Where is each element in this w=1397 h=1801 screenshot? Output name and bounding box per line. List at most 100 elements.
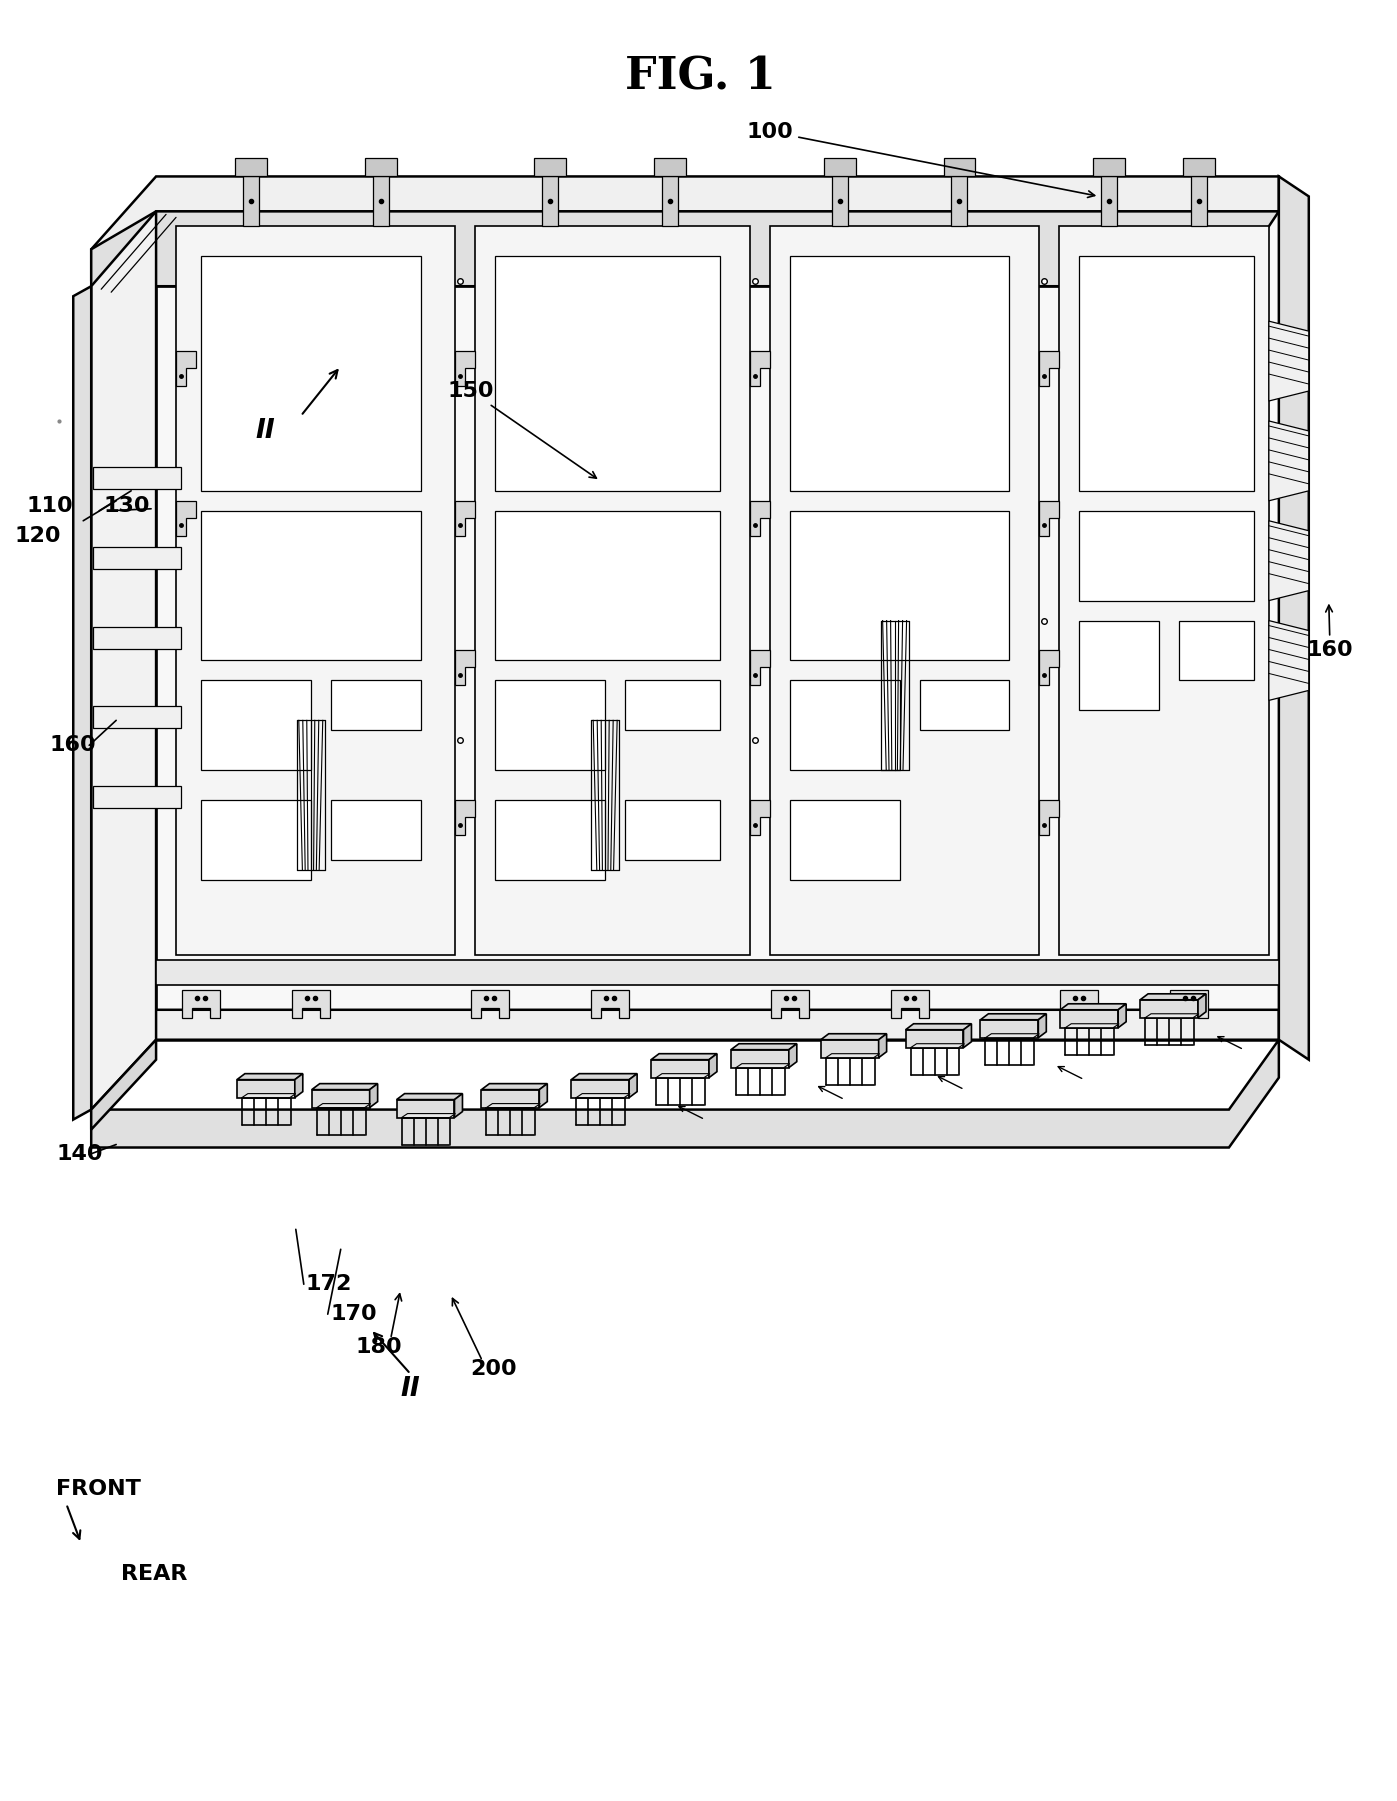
Polygon shape (629, 1073, 637, 1097)
Polygon shape (789, 256, 1010, 492)
Polygon shape (156, 211, 1278, 1039)
Polygon shape (964, 1023, 971, 1048)
Polygon shape (731, 1050, 789, 1068)
Polygon shape (91, 1039, 1278, 1147)
Polygon shape (1278, 176, 1309, 1059)
Polygon shape (1268, 321, 1309, 402)
Polygon shape (657, 1073, 710, 1077)
Polygon shape (789, 800, 900, 881)
Polygon shape (750, 501, 770, 535)
Polygon shape (789, 681, 900, 771)
Polygon shape (789, 1045, 796, 1068)
Polygon shape (654, 158, 686, 176)
Polygon shape (981, 1019, 1038, 1037)
Polygon shape (1080, 511, 1255, 600)
Polygon shape (482, 1084, 548, 1090)
Polygon shape (471, 991, 510, 1018)
Polygon shape (1066, 1023, 1119, 1028)
Polygon shape (401, 1113, 455, 1118)
Text: 120: 120 (15, 526, 61, 546)
Polygon shape (292, 991, 330, 1018)
Polygon shape (482, 1090, 539, 1108)
Polygon shape (1094, 158, 1125, 176)
Polygon shape (94, 787, 182, 809)
Text: II: II (401, 1376, 420, 1401)
Polygon shape (182, 991, 219, 1018)
Text: 150: 150 (447, 382, 597, 479)
Polygon shape (905, 1030, 964, 1048)
Polygon shape (736, 1064, 789, 1068)
Polygon shape (486, 1104, 541, 1108)
Polygon shape (365, 158, 397, 176)
Polygon shape (176, 227, 455, 955)
Polygon shape (750, 650, 770, 686)
Polygon shape (911, 1045, 964, 1048)
Polygon shape (879, 1034, 887, 1057)
Polygon shape (1060, 1003, 1126, 1010)
Text: 160: 160 (49, 735, 96, 755)
Polygon shape (370, 1084, 377, 1108)
Polygon shape (831, 176, 848, 227)
Polygon shape (454, 1093, 462, 1118)
Polygon shape (1080, 621, 1160, 710)
Polygon shape (201, 800, 310, 881)
Polygon shape (295, 1073, 303, 1097)
Polygon shape (91, 176, 1278, 281)
Polygon shape (1038, 1014, 1046, 1037)
Text: FIG. 1: FIG. 1 (624, 56, 775, 97)
Polygon shape (731, 1045, 796, 1050)
Polygon shape (1140, 1000, 1199, 1018)
Polygon shape (750, 351, 770, 385)
Polygon shape (91, 1039, 156, 1129)
Polygon shape (373, 176, 388, 227)
Polygon shape (94, 706, 182, 728)
Polygon shape (317, 1104, 370, 1108)
Polygon shape (1118, 1003, 1126, 1028)
Text: FRONT: FRONT (56, 1479, 141, 1498)
Polygon shape (951, 176, 968, 227)
Polygon shape (1080, 256, 1255, 492)
Polygon shape (455, 800, 475, 836)
Polygon shape (1039, 351, 1059, 385)
Text: 170: 170 (331, 1304, 377, 1324)
Polygon shape (826, 1054, 880, 1057)
Polygon shape (905, 1023, 971, 1030)
Polygon shape (1268, 520, 1309, 600)
Polygon shape (235, 158, 267, 176)
Polygon shape (91, 211, 1278, 286)
Polygon shape (571, 1073, 637, 1079)
Polygon shape (91, 1010, 1278, 1109)
Polygon shape (985, 1034, 1039, 1037)
Polygon shape (496, 800, 605, 881)
Polygon shape (94, 548, 182, 569)
Text: 160: 160 (1306, 605, 1354, 661)
Polygon shape (591, 991, 629, 1018)
Polygon shape (1183, 158, 1215, 176)
Polygon shape (891, 991, 929, 1018)
Polygon shape (1039, 800, 1059, 836)
Polygon shape (1101, 176, 1118, 227)
Polygon shape (496, 256, 719, 492)
Polygon shape (1059, 227, 1268, 955)
Polygon shape (243, 176, 258, 227)
Polygon shape (201, 511, 420, 661)
Polygon shape (201, 256, 420, 492)
Polygon shape (1199, 994, 1206, 1018)
Text: II: II (256, 418, 275, 443)
Text: 110: 110 (27, 495, 73, 515)
Polygon shape (624, 800, 719, 861)
Polygon shape (943, 158, 975, 176)
Polygon shape (710, 1054, 717, 1077)
Polygon shape (397, 1100, 454, 1118)
Polygon shape (539, 1084, 548, 1108)
Polygon shape (821, 1034, 887, 1039)
Polygon shape (824, 158, 856, 176)
Polygon shape (571, 1079, 629, 1097)
Polygon shape (981, 1014, 1046, 1019)
Polygon shape (1268, 421, 1309, 501)
Polygon shape (176, 501, 196, 535)
Polygon shape (455, 351, 475, 385)
Polygon shape (1268, 621, 1309, 701)
Polygon shape (1039, 650, 1059, 686)
Text: REAR: REAR (122, 1563, 187, 1583)
